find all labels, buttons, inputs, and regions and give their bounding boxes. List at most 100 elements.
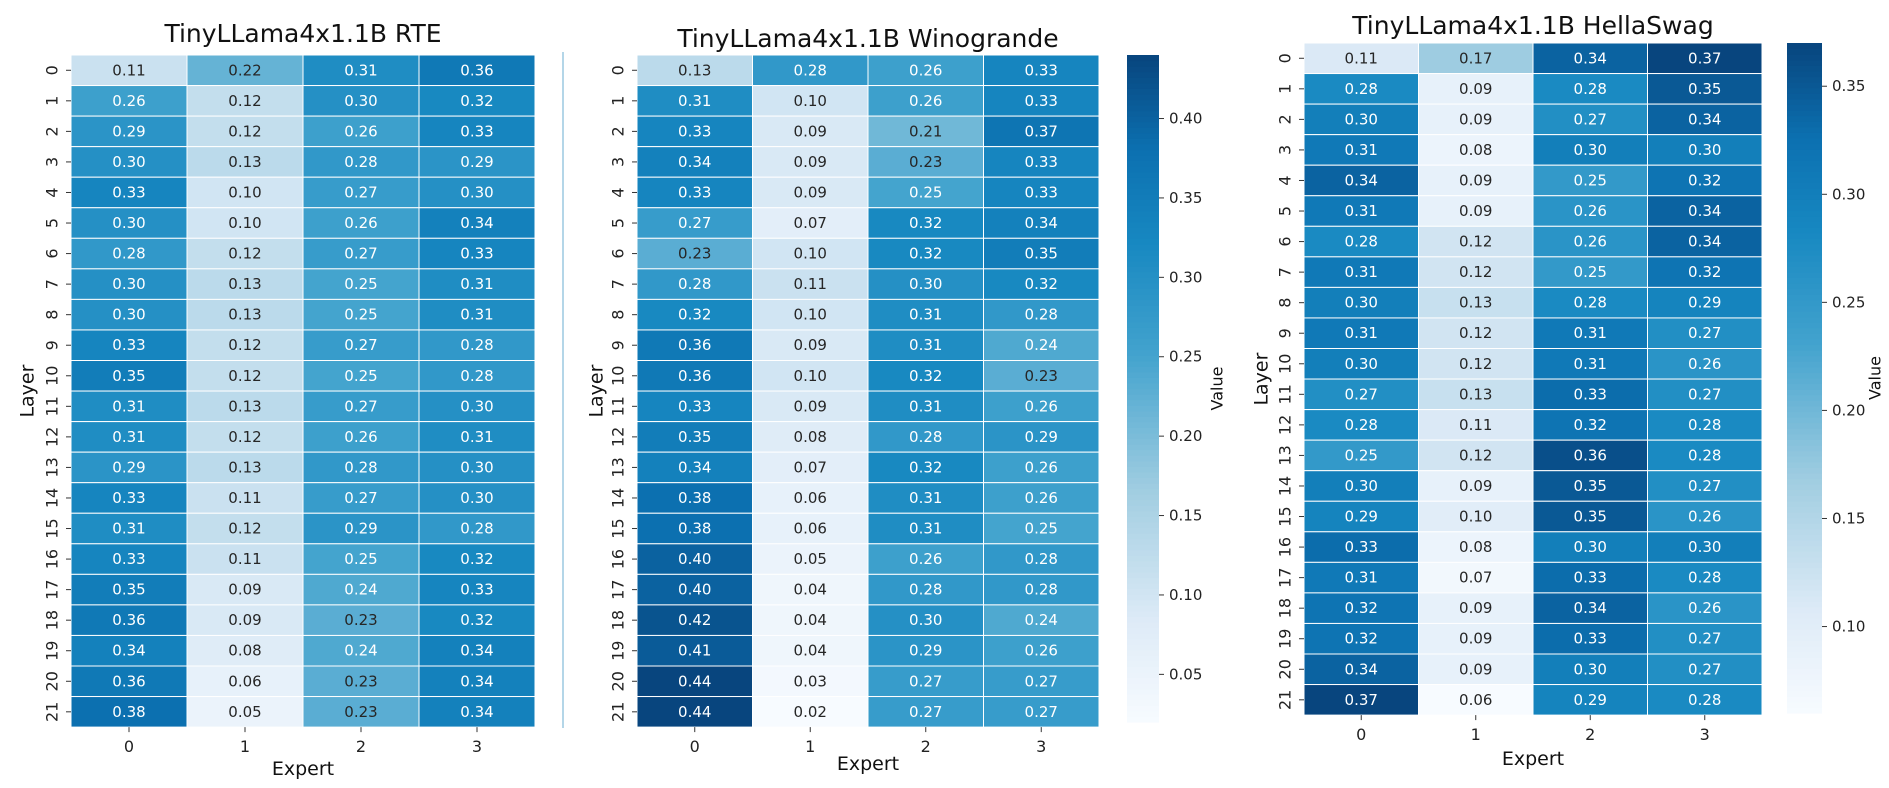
cell-value-label: 0.23 — [344, 611, 377, 629]
heatmap-cell — [867, 451, 984, 484]
heatmap-cell — [636, 298, 753, 331]
x-tick-label: 1 — [1471, 725, 1481, 744]
cell-value-label: 0.05 — [228, 703, 261, 721]
colorbar-gradient-band — [1787, 539, 1822, 547]
cell-value-label: 0.29 — [344, 520, 377, 538]
cell-value-label: 0.27 — [909, 703, 942, 721]
cell-value-label: 0.23 — [344, 672, 377, 690]
colorbar-gradient-band — [1787, 612, 1822, 619]
colorbar-gradient-band — [1787, 394, 1822, 401]
heatmap-cell — [1647, 531, 1763, 563]
colorbar-gradient-band — [1127, 310, 1159, 317]
heatmap-cell — [983, 665, 1100, 698]
cell-value-label: 0.28 — [1025, 581, 1058, 599]
cell-value-label: 0.30 — [1574, 538, 1607, 556]
cell-value-label: 0.24 — [344, 581, 377, 599]
colorbar-gradient-band — [1787, 634, 1822, 642]
heatmap-cell — [1532, 592, 1648, 624]
heatmap-cell — [418, 604, 536, 636]
colorbar-gradient-band — [1787, 311, 1822, 318]
colorbar-gradient-band — [1127, 243, 1159, 251]
cell-value-label: 0.09 — [228, 611, 261, 629]
cell-value-label: 0.40 — [678, 581, 711, 599]
colorbar-gradient-band — [1787, 707, 1822, 714]
colorbar-gradient-band — [1127, 516, 1159, 523]
y-tick-label: 0 — [43, 65, 62, 75]
cell-value-label: 0.09 — [1459, 171, 1492, 189]
colorbar-gradient-band — [1787, 551, 1822, 558]
cell-value-label: 0.31 — [344, 61, 377, 79]
colorbar-gradient-band — [1127, 355, 1159, 362]
colorbar-tick-label: 0.20 — [1832, 401, 1865, 419]
colorbar-gradient-band — [1787, 456, 1822, 463]
heatmap-cell — [752, 482, 869, 514]
cell-value-label: 0.24 — [1025, 611, 1058, 629]
heatmap-cell — [1418, 531, 1534, 563]
heatmap-cell — [302, 421, 420, 453]
colorbar-gradient-band — [1787, 512, 1822, 519]
heatmap-cell — [636, 329, 753, 362]
y-tick-label: 19 — [1276, 629, 1295, 649]
colorbar-gradient-band — [1127, 199, 1159, 206]
cell-value-label: 0.28 — [1574, 294, 1607, 312]
cell-value-label: 0.07 — [794, 458, 827, 476]
colorbar-gradient-band — [1127, 677, 1159, 684]
y-tick-label: 6 — [609, 248, 628, 258]
heatmap-cell — [1647, 470, 1763, 502]
cell-value-label: 0.34 — [112, 642, 145, 660]
colorbar-gradient-band — [1127, 505, 1159, 512]
heatmap-cell — [1647, 622, 1763, 655]
cell-value-label: 0.13 — [228, 275, 261, 293]
heatmap-cell — [302, 604, 420, 636]
heatmap-cell — [418, 329, 536, 362]
cell-value-label: 0.10 — [794, 367, 827, 385]
colorbar-gradient-band — [1127, 449, 1159, 456]
chart-title: TinyLLama4x1.1B HellaSwag — [1351, 11, 1713, 40]
y-tick-label: 12 — [609, 427, 628, 447]
heatmap-cell — [186, 665, 304, 698]
y-tick-label: 3 — [1276, 145, 1295, 155]
colorbar-gradient-band — [1127, 432, 1159, 440]
heatmap-cell — [302, 451, 420, 484]
colorbar-gradient-band — [1787, 378, 1822, 385]
chart-title: TinyLLama4x1.1B RTE — [163, 19, 441, 48]
heatmap-cell — [983, 634, 1100, 667]
heatmap-cell — [1647, 439, 1763, 472]
y-tick-label: 5 — [609, 218, 628, 228]
colorbar-gradient-band — [1127, 110, 1159, 117]
heatmap-cell — [1418, 653, 1534, 686]
heatmap-cell — [186, 85, 304, 117]
colorbar-gradient-band — [1787, 48, 1822, 55]
cell-value-label: 0.30 — [112, 214, 145, 232]
heatmap-cell — [867, 634, 984, 667]
cell-value-label: 0.11 — [228, 489, 261, 507]
cell-value-label: 0.34 — [678, 458, 711, 476]
colorbar-gradient-band — [1127, 583, 1159, 590]
colorbar-gradient-band — [1787, 59, 1822, 66]
heatmap-cell — [752, 604, 869, 636]
cell-value-label: 0.21 — [909, 122, 942, 140]
colorbar-gradient-band — [1787, 322, 1822, 329]
heatmap-cell — [636, 451, 753, 484]
cell-value-label: 0.28 — [1345, 416, 1378, 434]
colorbar-label: Value — [1208, 367, 1227, 411]
cell-value-label: 0.33 — [1345, 538, 1378, 556]
heatmap-cell — [983, 207, 1100, 239]
cell-value-label: 0.32 — [1345, 630, 1378, 648]
colorbar-gradient-band — [1127, 66, 1159, 73]
cell-value-label: 0.33 — [460, 245, 493, 263]
heatmap-cell — [1418, 470, 1534, 502]
cell-value-label: 0.37 — [1688, 49, 1721, 67]
y-tick-label: 13 — [1276, 445, 1295, 465]
cell-value-label: 0.27 — [909, 672, 942, 690]
colorbar-gradient-band — [1787, 595, 1822, 602]
heatmap-cell — [752, 207, 869, 239]
colorbar-gradient-band — [1127, 644, 1159, 651]
colorbar-tick-label: 0.20 — [1169, 427, 1202, 445]
heatmap-cell — [1647, 195, 1763, 227]
y-tick-label: 9 — [43, 340, 62, 350]
x-tick-label: 1 — [805, 737, 815, 756]
heatmap-cell — [186, 573, 304, 606]
heatmap-cell — [418, 360, 536, 392]
y-tick-label: 9 — [1276, 328, 1295, 338]
